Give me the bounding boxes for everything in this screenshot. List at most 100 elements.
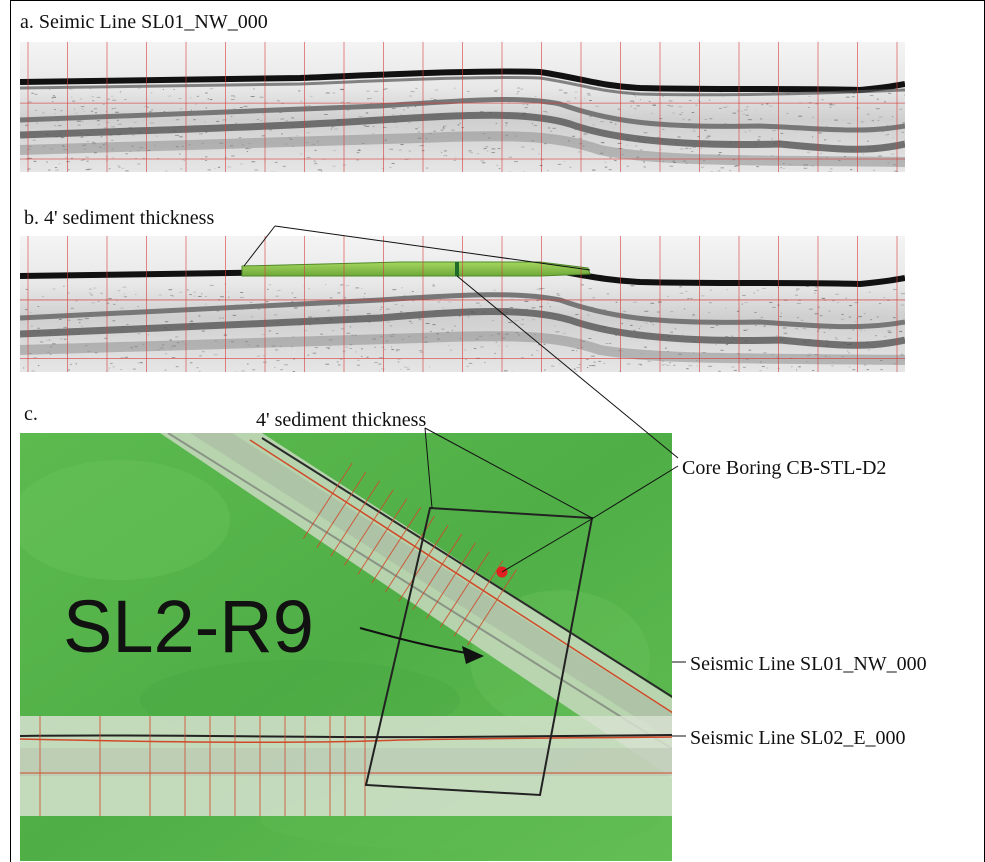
- texture-speck: [349, 348, 352, 350]
- texture-speck: [326, 310, 330, 312]
- texture-speck: [531, 307, 536, 309]
- texture-speck: [766, 103, 769, 105]
- panel-c-label: c.: [24, 403, 38, 425]
- texture-speck: [766, 367, 769, 369]
- texture-speck: [487, 150, 489, 152]
- map-sl02-grid: [39, 716, 366, 816]
- texture-speck: [293, 297, 297, 299]
- texture-speck: [65, 157, 67, 159]
- texture-speck: [149, 111, 152, 113]
- texture-speck: [328, 309, 330, 311]
- texture-speck: [744, 302, 748, 304]
- texture-speck: [815, 103, 819, 105]
- texture-speck: [639, 99, 641, 101]
- texture-speck: [365, 125, 370, 127]
- texture-speck: [892, 137, 894, 139]
- grid-line: [467, 569, 517, 646]
- texture-speck: [363, 125, 366, 127]
- texture-speck: [340, 328, 345, 330]
- grid-line: [426, 542, 476, 619]
- texture-speck: [324, 114, 328, 116]
- texture-speck: [112, 157, 115, 159]
- texture-speck: [106, 302, 110, 304]
- texture-speck: [80, 106, 85, 108]
- texture-speck: [291, 117, 295, 119]
- texture-speck: [853, 92, 856, 94]
- texture-speck: [627, 165, 629, 167]
- texture-speck: [419, 350, 423, 352]
- texture-speck: [491, 152, 495, 154]
- texture-speck: [312, 352, 317, 354]
- texture-speck: [660, 148, 662, 150]
- texture-speck: [172, 295, 174, 297]
- texture-speck: [343, 297, 347, 299]
- texture-speck: [198, 315, 201, 317]
- texture-speck: [615, 334, 617, 336]
- texture-speck: [274, 161, 278, 163]
- texture-speck: [511, 371, 515, 372]
- texture-speck: [873, 169, 875, 171]
- texture-speck: [875, 335, 878, 337]
- texture-speck: [485, 146, 489, 148]
- texture-speck: [814, 313, 819, 315]
- texture-speck: [105, 111, 108, 113]
- texture-speck: [281, 133, 283, 135]
- texture-speck: [409, 95, 412, 97]
- texture-speck: [586, 359, 589, 361]
- texture-speck: [820, 152, 822, 154]
- texture-speck: [107, 369, 109, 371]
- texture-speck: [818, 132, 822, 134]
- texture-speck: [381, 168, 385, 170]
- texture-speck: [201, 330, 205, 332]
- panel-b-reflector-1: [20, 292, 905, 330]
- texture-speck: [190, 97, 192, 99]
- texture-speck: [374, 90, 379, 92]
- texture-speck: [728, 170, 732, 172]
- texture-speck: [532, 319, 535, 321]
- texture-speck: [60, 110, 63, 112]
- texture-speck: [669, 105, 674, 107]
- texture-speck: [232, 314, 237, 316]
- texture-speck: [600, 121, 604, 123]
- texture-speck: [642, 161, 646, 163]
- texture-speck: [626, 363, 631, 365]
- texture-speck: [449, 349, 453, 351]
- texture-speck: [796, 303, 801, 305]
- texture-speck: [407, 368, 410, 370]
- grid-line: [343, 489, 394, 566]
- texture-speck: [164, 369, 167, 371]
- texture-speck: [459, 122, 461, 124]
- texture-speck: [224, 156, 228, 158]
- texture-speck: [85, 156, 89, 158]
- texture-speck: [49, 89, 51, 91]
- texture-speck: [31, 325, 33, 327]
- texture-speck: [414, 106, 417, 108]
- texture-speck: [617, 142, 622, 144]
- texture-speck: [541, 287, 545, 289]
- texture-speck: [34, 93, 38, 95]
- panel-b-grid: [20, 236, 905, 372]
- texture-speck: [852, 369, 856, 371]
- texture-speck: [170, 294, 174, 296]
- texture-speck: [428, 366, 431, 368]
- texture-speck: [320, 170, 323, 172]
- texture-speck: [175, 366, 179, 368]
- texture-speck: [700, 295, 705, 297]
- texture-speck: [274, 171, 277, 172]
- texture-speck: [39, 341, 44, 343]
- texture-speck: [133, 121, 137, 123]
- texture-speck: [96, 96, 101, 98]
- texture-speck: [238, 137, 242, 139]
- texture-speck: [391, 162, 395, 164]
- texture-speck: [62, 285, 65, 287]
- texture-speck: [52, 97, 54, 99]
- texture-speck: [67, 342, 69, 344]
- texture-speck: [706, 135, 711, 137]
- texture-speck: [726, 289, 728, 291]
- texture-speck: [845, 96, 850, 98]
- texture-speck: [866, 140, 869, 142]
- texture-speck: [240, 291, 244, 293]
- texture-speck: [692, 315, 696, 317]
- texture-speck: [524, 107, 528, 109]
- texture-speck: [317, 169, 322, 171]
